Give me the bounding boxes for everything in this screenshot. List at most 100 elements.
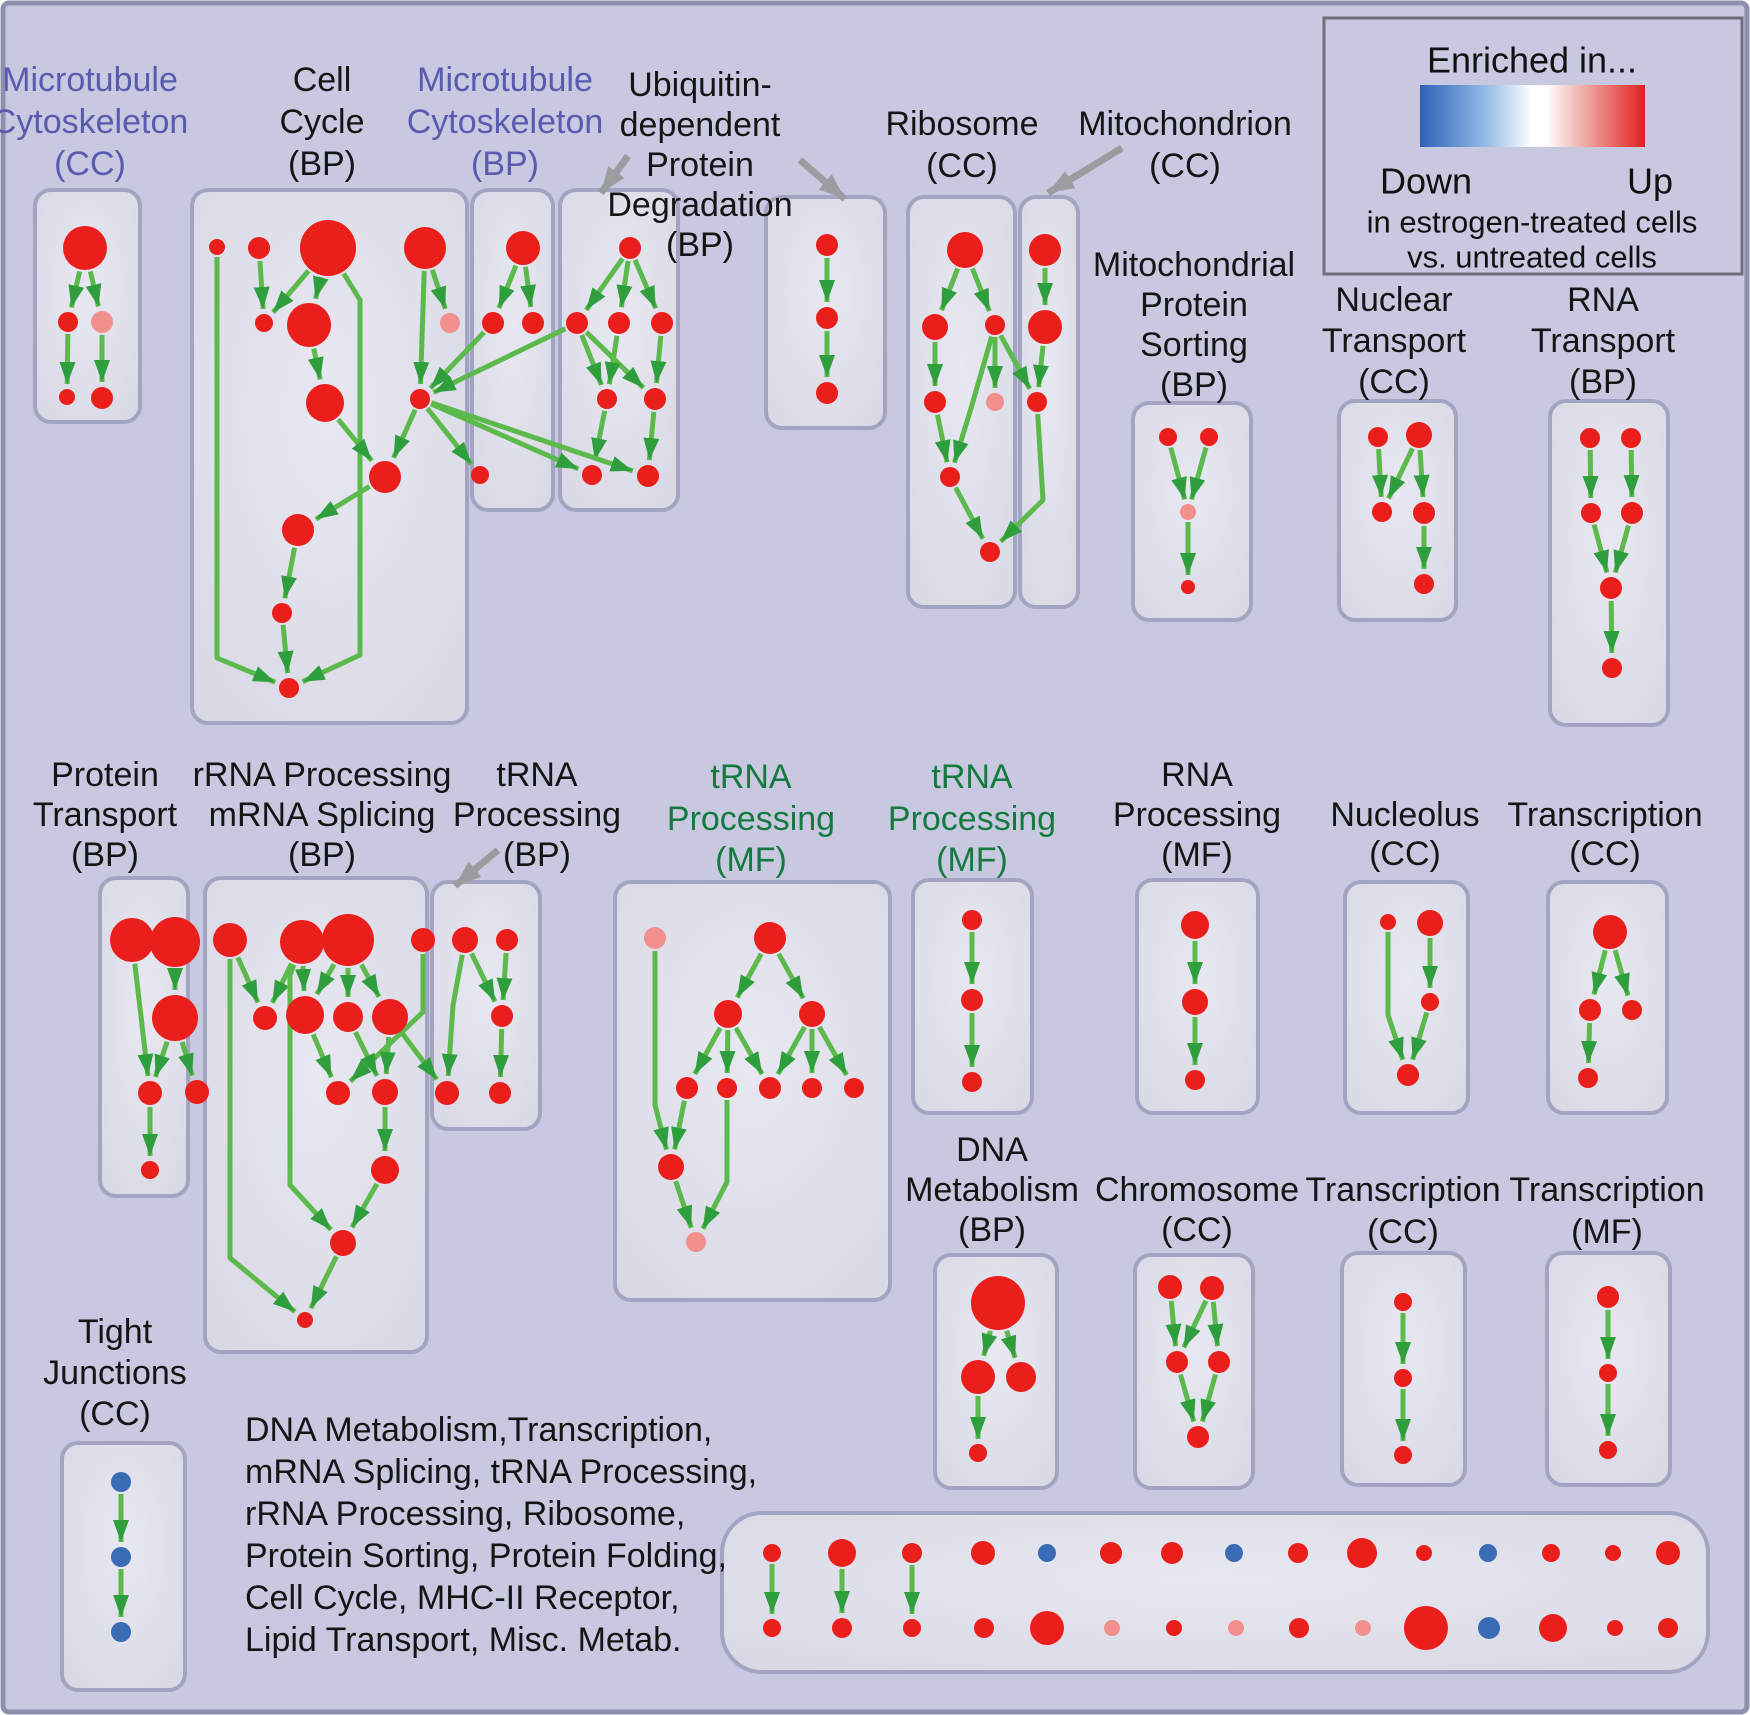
go-term-node-rrna-processing-mrna-splicing-0: [213, 923, 247, 957]
edge-arrow: [287, 963, 333, 1232]
go-term-node-misc-cluster-20: [1104, 1620, 1120, 1636]
go-term-node-misc-cluster-18: [974, 1618, 994, 1638]
edges-layer: [59, 257, 1640, 1617]
edge-arrow: [235, 956, 261, 1004]
edge-arrow: [520, 266, 536, 308]
edge-arrow: [413, 270, 430, 385]
cluster-label-trna-processing-bp-line-0: tRNA: [496, 756, 578, 794]
misc-clusters-text-line-0: DNA Metabolism,Transcription,: [245, 1411, 712, 1449]
go-term-node-protein-transport-1: [150, 917, 200, 967]
go-term-node-microtubule-bp-1: [482, 312, 504, 334]
edge-arrow: [277, 624, 294, 674]
go-term-node-cell-cycle-5: [287, 303, 331, 347]
edge-arrow: [1612, 949, 1631, 997]
edge-arrow: [336, 417, 374, 463]
go-term-node-trna-processing-mf-large-1: [754, 922, 786, 954]
go-term-node-misc-cluster-16: [832, 1618, 852, 1638]
go-term-node-rna-processing-mf-1: [1182, 989, 1208, 1015]
go-term-node-protein-transport-4: [141, 1161, 159, 1179]
go-term-node-trna-processing-mf-large-2: [714, 1000, 742, 1028]
edge-arrow: [1032, 345, 1049, 388]
go-term-node-ubiquitin-degradation-a-0: [619, 237, 641, 259]
nodes-layer: [58, 220, 1680, 1650]
go-term-node-microtubule-cc-1: [58, 312, 78, 332]
go-term-node-misc-cluster-12: [1542, 1544, 1560, 1562]
go-term-node-cell-cycle-11: [272, 603, 292, 623]
go-term-node-transcription-cc-mid-1: [1579, 999, 1601, 1021]
go-term-node-rrna-processing-mrna-splicing-4: [253, 1006, 277, 1030]
go-term-node-misc-cluster-15: [763, 1619, 781, 1637]
cluster-label-microtubule-bp-line-2: (BP): [471, 145, 539, 183]
go-term-node-trna-processing-mf-large-0: [644, 927, 666, 949]
legend-title: Enriched in...: [1427, 40, 1637, 81]
go-term-node-trna-processing-mf-large-9: [658, 1154, 684, 1180]
go-term-node-transcription-cc-bottom-1: [1394, 1369, 1412, 1387]
edge-arrow: [591, 410, 608, 461]
cluster-label-ribosome-cc-line-0: Ribosome: [885, 105, 1038, 143]
cluster-box-misc-cluster: [720, 1511, 1710, 1674]
go-term-node-misc-cluster-19: [1030, 1611, 1064, 1645]
cluster-label-rna-transport-line-0: RNA: [1567, 281, 1639, 319]
cluster-label-nuclear-transport-line-1: Transport: [1322, 322, 1467, 360]
go-term-node-misc-cluster-8: [1288, 1543, 1308, 1563]
go-term-node-cell-cycle-10: [282, 514, 314, 546]
go-term-node-trna-processing-bp-1: [496, 929, 518, 951]
label-pointer-arrow-icon: [1046, 145, 1124, 196]
cluster-label-trna-processing-mf-large-line-1: Processing: [667, 800, 835, 838]
edge-arrow: [132, 963, 154, 1077]
go-term-node-nucleolus-cc-3: [1397, 1064, 1419, 1086]
go-term-node-trna-processing-mf-small-1: [961, 989, 983, 1011]
cluster-box-mitochondrion-cc: [1018, 195, 1080, 609]
cluster-label-microtubule-bp-line-1: Cytoskeleton: [407, 103, 604, 141]
cluster-label-ubiquitin-degradation-a-line-3: Degradation: [607, 186, 792, 224]
cluster-label-cell-cycle-line-1: Cycle: [279, 103, 364, 141]
cluster-box-nuclear-transport: [1337, 399, 1458, 622]
go-term-node-transcription-mf-1: [1599, 1364, 1617, 1382]
cluster-label-trna-processing-mf-large-line-2: (MF): [715, 841, 787, 879]
go-term-node-chromosome-cc-1: [1200, 1276, 1224, 1300]
edge-arrow: [934, 414, 951, 463]
edge-arrow: [1372, 448, 1388, 498]
edge-arrow: [776, 952, 806, 1000]
go-term-node-trna-processing-mf-large-8: [844, 1078, 864, 1098]
edge-arrow: [178, 1041, 195, 1077]
go-term-node-rrna-processing-mrna-splicing-1: [280, 920, 324, 964]
go-term-node-rrna-processing-mrna-splicing-6: [333, 1002, 363, 1032]
cluster-label-transcription-mf-line-1: (MF): [1571, 1213, 1643, 1251]
misc-clusters-text-line-5: Lipid Transport, Misc. Metab.: [245, 1621, 682, 1659]
go-term-node-trna-processing-bp-2: [491, 1005, 513, 1027]
edge-arrow: [441, 954, 465, 1077]
edge-arrow: [1178, 1373, 1197, 1423]
cluster-label-ubiquitin-degradation-a-line-1: dependent: [620, 106, 781, 144]
edge-arrow: [214, 257, 277, 685]
go-term-node-microtubule-bp-0: [506, 231, 540, 265]
go-term-node-rrna-processing-mrna-splicing-7: [372, 999, 408, 1035]
go-term-node-ribosome-cc-4: [986, 393, 1004, 411]
go-term-node-rrna-processing-mrna-splicing-5: [286, 996, 324, 1034]
cluster-label-transcription-cc-mid-line-1: (CC): [1569, 835, 1641, 873]
edge-arrow: [310, 1033, 334, 1079]
edge-arrow: [295, 965, 312, 992]
go-term-node-microtubule-bp-2: [522, 312, 544, 334]
cluster-label-tight-junctions-line-1: Junctions: [43, 1354, 187, 1392]
edge-arrow: [1612, 524, 1631, 574]
go-term-node-nucleolus-cc-0: [1380, 914, 1396, 930]
cluster-label-microtubule-cc-line-1: Cytoskeleton: [0, 103, 188, 141]
go-term-node-rrna-processing-mrna-splicing-2: [322, 914, 374, 966]
edge-arrow: [253, 260, 270, 310]
go-term-node-tight-junctions-0: [111, 1472, 131, 1492]
edge-arrow: [735, 952, 764, 999]
cluster-label-trna-processing-mf-small-line-2: (MF): [936, 841, 1008, 879]
go-term-node-rna-processing-mf-2: [1185, 1070, 1205, 1090]
go-term-node-misc-cluster-11: [1479, 1544, 1497, 1562]
edge-arrow: [998, 413, 1046, 544]
edge-arrow: [270, 962, 294, 1004]
cluster-label-protein-transport-line-2: (BP): [71, 836, 139, 874]
edge-arrow: [733, 1026, 765, 1076]
edge-arrow: [700, 1100, 730, 1230]
edge-arrow: [227, 959, 297, 1314]
go-term-node-ribosome-cc-2: [985, 315, 1005, 335]
edge-arrow: [281, 547, 298, 599]
go-term-node-mitochondrion-cc-2: [1027, 392, 1047, 412]
cluster-label-transcription-cc-bottom-line-0: Transcription: [1305, 1171, 1500, 1209]
